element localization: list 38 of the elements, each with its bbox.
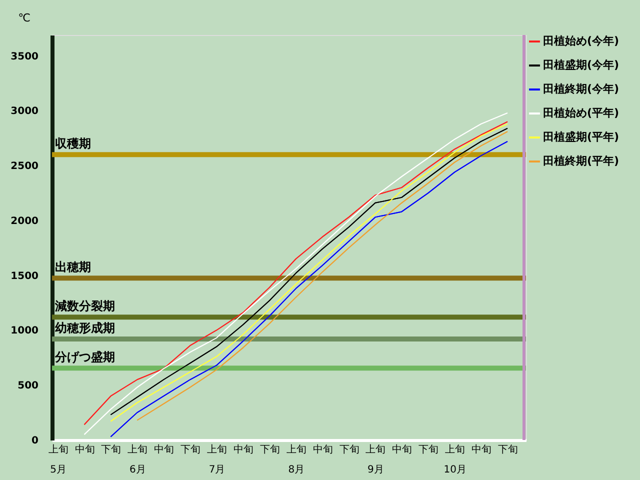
x-tick-label: 下旬 xyxy=(339,444,360,456)
y-tick-label: 2500 xyxy=(10,161,39,172)
x-tick-label: 下旬 xyxy=(498,444,518,456)
y-tick-label: 2000 xyxy=(10,216,39,227)
ref-line-label: 出穂期 xyxy=(55,260,91,274)
x-tick-label: 上旬 6月 xyxy=(128,444,148,476)
x-tick-label: 中旬 xyxy=(392,444,412,456)
y-tick-label: 1000 xyxy=(10,326,39,337)
y-axis-title: ℃ xyxy=(18,12,30,24)
x-tick-label: 中旬 xyxy=(472,444,492,456)
x-tick-label: 中旬 xyxy=(312,444,333,456)
ref-line-label: 減数分裂期 xyxy=(54,299,115,314)
y-tick-label: 3000 xyxy=(10,106,39,118)
ref-line-label: 収穫期 xyxy=(55,136,91,151)
x-tick-label: 中旬 xyxy=(233,444,254,456)
x-tick-label: 上旬 9月 xyxy=(366,444,386,476)
x-tick-label: 下旬 xyxy=(260,444,280,456)
legend-label: 田植盛期(平年) xyxy=(543,130,620,144)
x-tick-label: 上旬 7月 xyxy=(207,444,228,476)
legend-label: 田植始め(平年) xyxy=(543,106,620,120)
legend-label: 田植始め(今年) xyxy=(543,34,620,48)
y-tick-label: 3500 xyxy=(10,51,39,62)
y-tick-label: 1500 xyxy=(10,270,39,282)
legend-label: 田植終期(今年) xyxy=(543,82,620,96)
ref-line-label: 幼穂形成期 xyxy=(55,321,115,336)
x-tick-label: 中旬 xyxy=(154,444,174,456)
legend-label: 田植盛期(今年) xyxy=(543,58,620,72)
y-tick-label: 500 xyxy=(18,380,39,392)
x-tick-label: 中旬 xyxy=(74,444,95,456)
x-tick-label: 下旬 xyxy=(101,444,122,456)
x-tick-label: 下旬 xyxy=(180,444,201,456)
x-tick-label: 下旬 xyxy=(418,444,439,456)
y-tick-label: 0 xyxy=(32,436,39,446)
legend-label: 田植終期(平年) xyxy=(543,154,620,168)
x-tick-label: 上旬 8月 xyxy=(286,444,306,476)
ref-line-label: 分げつ盛期 xyxy=(54,350,115,364)
x-tick-label: 上旬 5月 xyxy=(48,444,68,476)
x-tick-label: 上旬 10月 xyxy=(444,444,466,476)
